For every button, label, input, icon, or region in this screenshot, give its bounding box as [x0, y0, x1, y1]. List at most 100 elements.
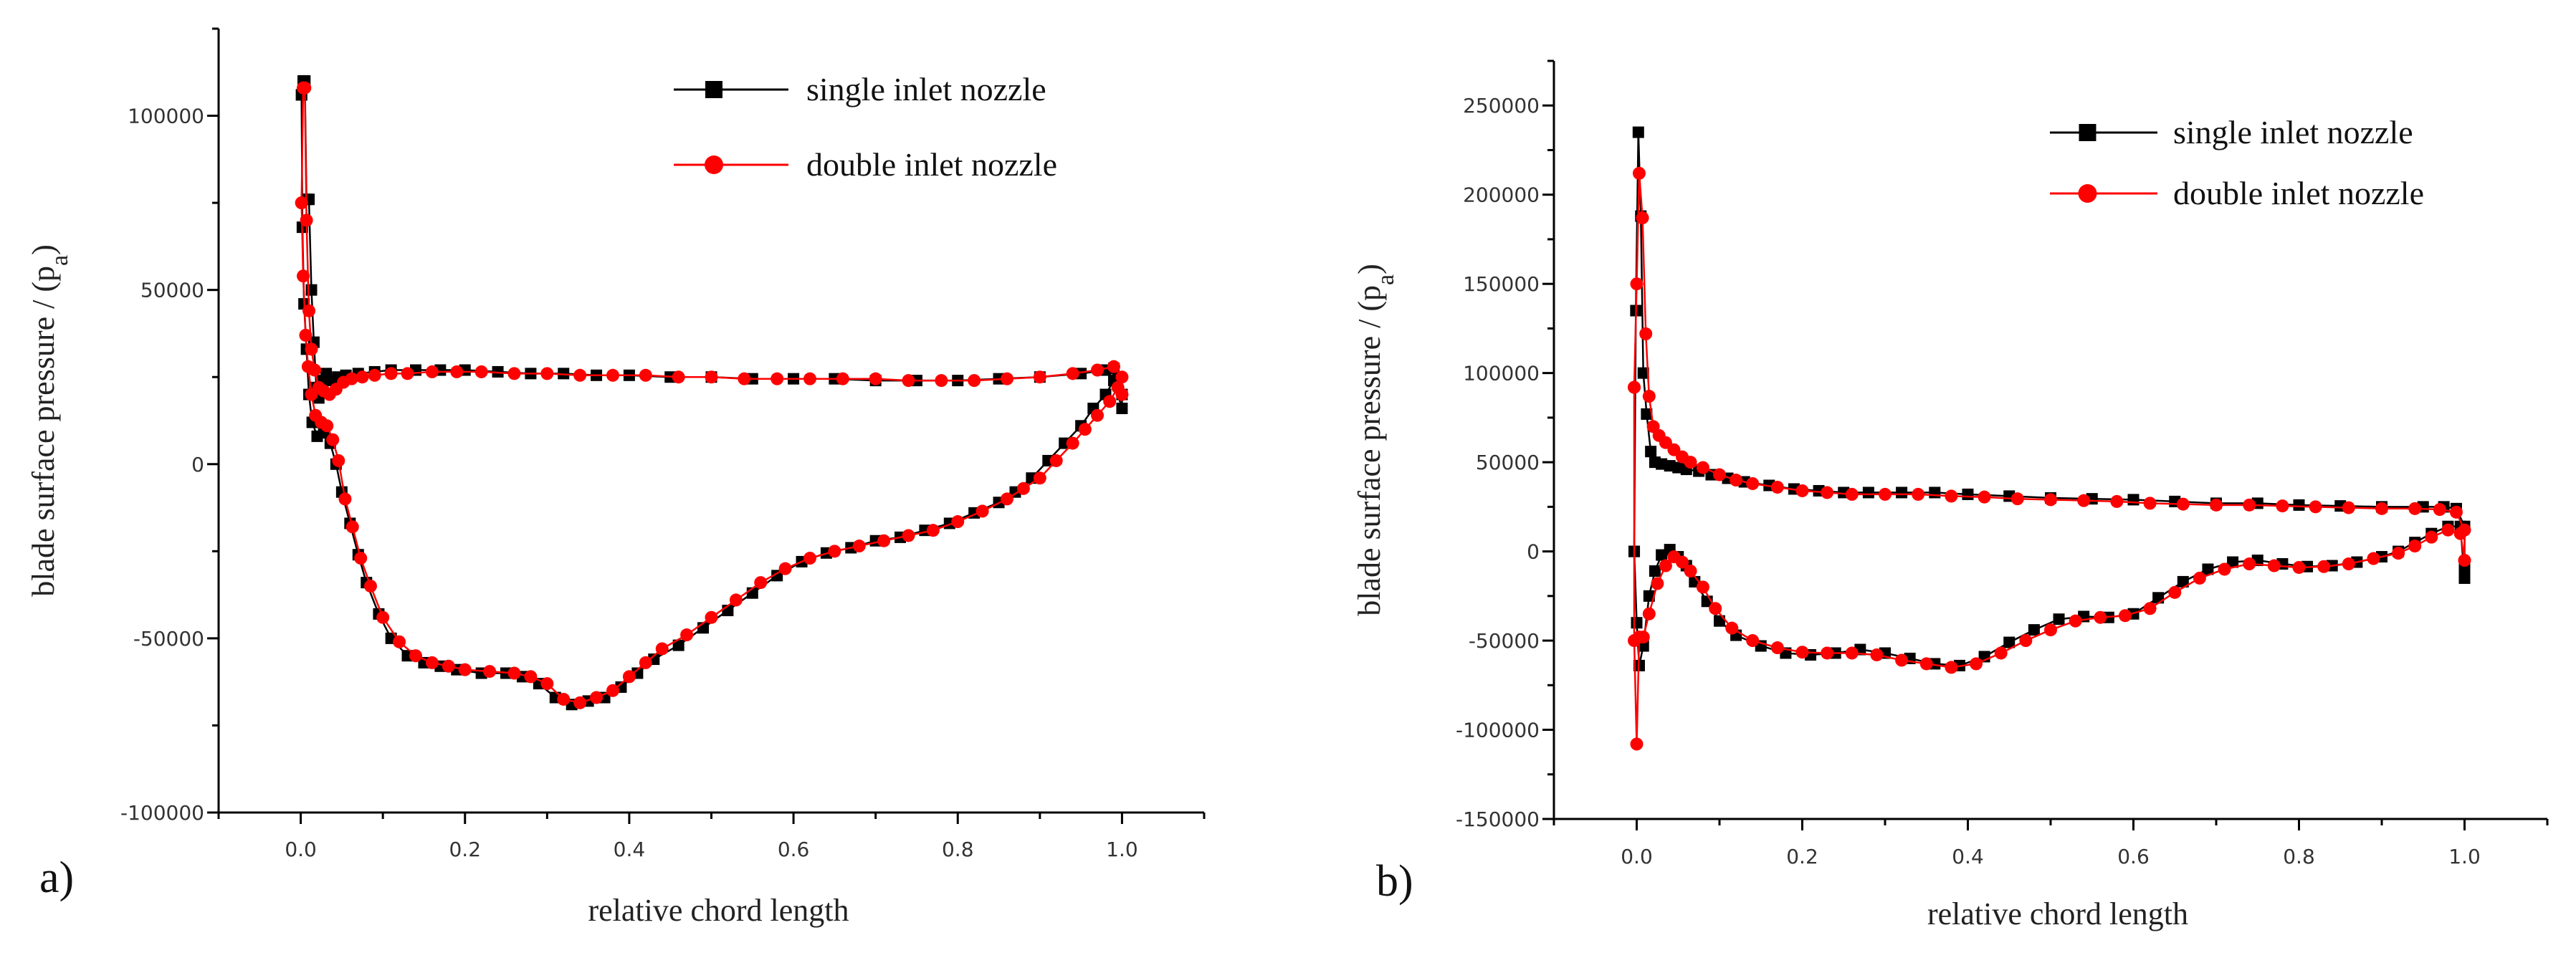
- data-point-circle: [299, 328, 313, 342]
- data-point-square: [1962, 488, 1974, 500]
- chart-panel-a: 0.0 0.2 0.4 0.6 0.8 1.0 -100000 -50000 0 50000 100…: [26, 27, 1206, 928]
- data-point-circle: [2010, 492, 2024, 506]
- legend-label: double inlet nozzle: [2173, 175, 2424, 211]
- data-point-circle: [1033, 471, 1046, 485]
- data-point-circle: [1912, 487, 1925, 501]
- y-tick-label: 100000: [1463, 362, 1540, 385]
- legend-entry: single inlet nozzle: [674, 71, 1046, 107]
- data-point-circle: [926, 524, 940, 537]
- data-point-circle: [1821, 646, 1834, 660]
- data-point-circle: [1636, 211, 1649, 225]
- data-point-circle: [2292, 560, 2306, 574]
- data-point-circle: [729, 593, 743, 607]
- data-point-circle: [338, 492, 352, 506]
- data-point-circle: [2143, 602, 2157, 615]
- data-point-circle: [1001, 492, 1013, 506]
- y-tick-label: 100000: [128, 105, 204, 128]
- legend-marker-circle: [705, 155, 723, 174]
- y-tick-label: 150000: [1463, 272, 1540, 296]
- y-tick-label: 250000: [1463, 94, 1540, 118]
- data-point-circle: [655, 642, 669, 656]
- panel-label: b): [1376, 857, 1413, 906]
- data-point-square: [1896, 487, 1908, 499]
- x-tick-label: 0.4: [1952, 845, 1984, 868]
- x-axis-title: relative chord length: [1927, 896, 2188, 931]
- data-point-circle: [298, 81, 312, 95]
- data-point-square: [2152, 592, 2165, 604]
- data-point-circle: [606, 368, 619, 382]
- data-point-circle: [326, 433, 340, 446]
- data-point-circle: [1919, 657, 1933, 671]
- data-point-circle: [1945, 489, 1958, 503]
- legend-entry: single inlet nozzle: [2050, 114, 2413, 150]
- data-point-circle: [573, 368, 587, 382]
- y-axis-title: blade surface pressure / (pa): [1352, 264, 1399, 616]
- data-point-circle: [573, 696, 587, 709]
- legend-label: single inlet nozzle: [806, 71, 1046, 107]
- y-axis-title-main: blade surface pressure / (p: [26, 266, 61, 597]
- x-tick-label: 1.0: [2448, 845, 2481, 868]
- x-tick-label: 0.8: [2283, 845, 2315, 868]
- data-point-circle: [2218, 562, 2231, 576]
- data-point-circle: [2110, 494, 2124, 508]
- data-point-circle: [450, 365, 464, 378]
- data-point-circle: [2210, 498, 2223, 512]
- data-point-circle: [305, 342, 318, 356]
- data-point-circle: [1994, 646, 2008, 660]
- data-point-circle: [2449, 505, 2463, 519]
- data-point-square: [2293, 499, 2305, 511]
- data-point-circle: [384, 367, 398, 380]
- data-point-square: [672, 639, 684, 651]
- data-point-circle: [672, 370, 685, 384]
- data-point-circle: [1630, 277, 1644, 291]
- data-point-circle: [2408, 540, 2422, 553]
- data-point-circle: [2367, 552, 2380, 565]
- data-point-circle: [639, 656, 652, 669]
- x-tick-label: 0.6: [778, 838, 810, 861]
- data-point-circle: [309, 408, 323, 422]
- x-axis-title: relative chord length: [588, 893, 849, 928]
- data-point-circle: [803, 372, 816, 385]
- data-point-circle: [483, 665, 497, 679]
- data-point-circle: [2441, 523, 2455, 537]
- data-point-circle: [2342, 501, 2355, 514]
- data-point-circle: [507, 367, 521, 380]
- data-point-circle: [1103, 395, 1117, 408]
- data-point-circle: [368, 368, 381, 382]
- y-tick-label: 50000: [140, 279, 204, 302]
- data-point-circle: [2408, 502, 2422, 515]
- data-point-circle: [1795, 484, 1809, 497]
- data-point-circle: [1730, 474, 1743, 487]
- legend-entry: double inlet nozzle: [2050, 175, 2424, 211]
- data-point-circle: [2168, 585, 2182, 599]
- y-tick-label: -50000: [133, 627, 204, 651]
- data-point-circle: [2453, 527, 2467, 540]
- data-point-circle: [1970, 657, 1983, 671]
- data-point-square: [2127, 494, 2139, 506]
- data-point-circle: [345, 372, 358, 385]
- data-point-circle: [2243, 557, 2256, 571]
- legend-entry: double inlet nozzle: [674, 146, 1057, 183]
- data-point-circle: [557, 692, 571, 706]
- y-tick-label: 0: [1527, 540, 1540, 564]
- data-point-square: [1645, 446, 1657, 458]
- data-point-circle: [332, 454, 345, 467]
- series-line: [1633, 132, 2466, 667]
- data-point-circle: [1078, 423, 1092, 436]
- data-point-circle: [2425, 530, 2438, 544]
- data-point-circle: [2176, 497, 2190, 511]
- y-axis-title-close: ): [26, 244, 61, 255]
- data-point-circle: [1696, 461, 1709, 474]
- data-point-circle: [540, 677, 554, 691]
- data-point-square: [311, 430, 323, 442]
- data-point-circle: [771, 372, 784, 385]
- data-point-circle: [2309, 500, 2322, 514]
- data-point-circle: [458, 663, 472, 676]
- data-point-circle: [1746, 476, 1760, 490]
- data-point-circle: [639, 368, 652, 382]
- data-point-circle: [301, 360, 315, 373]
- data-point-circle: [902, 529, 915, 542]
- data-point-circle: [1725, 621, 1739, 635]
- data-point-circle: [1091, 363, 1105, 377]
- y-tick-label: 0: [191, 453, 204, 476]
